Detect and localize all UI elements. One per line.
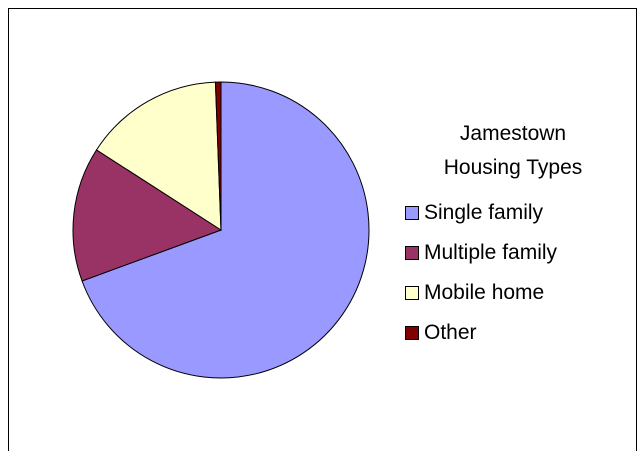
legend-swatch [405,246,419,260]
chart-frame [8,8,637,451]
legend-swatch [405,326,419,340]
pie-slice [72,149,223,282]
legend-item: Other [405,313,625,353]
legend-label: Mobile home [424,281,545,304]
pie-slice [214,81,222,231]
pie-slice [95,81,222,231]
pie-slice [81,81,370,379]
legend-label: Single family [424,201,544,224]
legend-item: Mobile home [405,273,625,313]
chart-title: Jamestown Housing Types [443,122,583,179]
legend-item: Single family [405,193,625,233]
legend: Jamestown Housing Types Single family Mul… [405,117,625,353]
legend-swatch [405,206,419,220]
legend-item: Multiple family [405,233,625,273]
legend-label: Other [424,321,477,344]
legend-label: Multiple family [424,241,558,264]
legend-swatch [405,286,419,300]
